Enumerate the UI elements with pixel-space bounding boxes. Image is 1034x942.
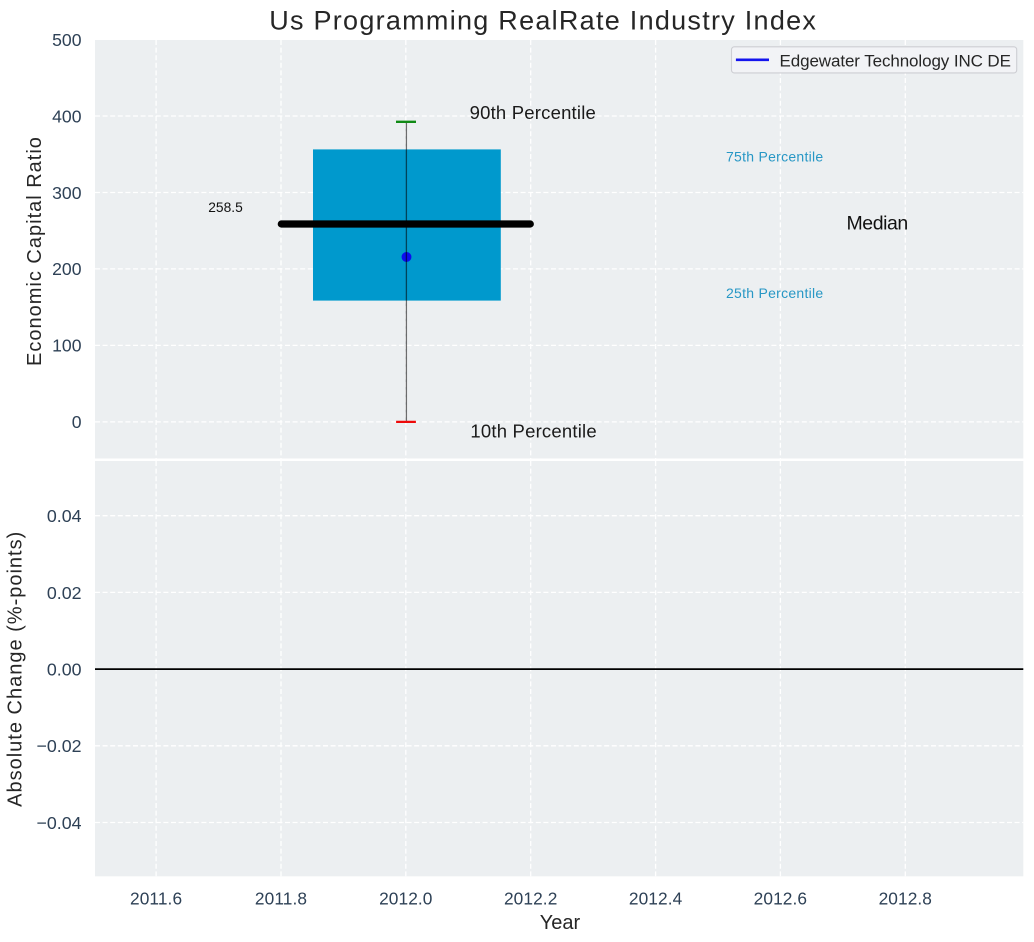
svg-text:0.00: 0.00: [47, 660, 82, 680]
svg-text:0: 0: [72, 412, 82, 432]
svg-text:300: 300: [52, 183, 82, 203]
svg-text:2012.6: 2012.6: [754, 889, 807, 909]
svg-text:2011.8: 2011.8: [255, 889, 307, 909]
svg-text:−0.04: −0.04: [37, 813, 82, 833]
svg-text:200: 200: [52, 259, 82, 279]
svg-text:90th Percentile: 90th Percentile: [470, 102, 596, 123]
svg-text:258.5: 258.5: [208, 200, 243, 215]
svg-text:25th Percentile: 25th Percentile: [726, 285, 823, 301]
svg-text:Edgewater Technology INC DE: Edgewater Technology INC DE: [780, 51, 1011, 70]
svg-text:0.04: 0.04: [47, 506, 82, 526]
svg-text:Us Programming RealRate Indust: Us Programming RealRate Industry Index: [269, 6, 817, 36]
svg-text:500: 500: [52, 30, 82, 50]
svg-text:100: 100: [52, 336, 82, 356]
svg-text:2012.0: 2012.0: [379, 889, 432, 909]
svg-text:75th Percentile: 75th Percentile: [726, 149, 823, 165]
svg-text:Economic Capital Ratio: Economic Capital Ratio: [24, 136, 46, 366]
svg-text:Absolute Change (%-points): Absolute Change (%-points): [5, 531, 27, 807]
svg-text:2011.6: 2011.6: [130, 889, 182, 909]
svg-text:Year: Year: [540, 912, 581, 934]
svg-text:10th Percentile: 10th Percentile: [470, 420, 596, 441]
svg-text:2012.8: 2012.8: [879, 889, 932, 909]
svg-text:0.02: 0.02: [47, 583, 82, 603]
svg-text:Median: Median: [847, 213, 908, 235]
svg-text:400: 400: [52, 106, 82, 126]
svg-text:−0.02: −0.02: [37, 736, 82, 756]
svg-text:2012.2: 2012.2: [504, 889, 557, 909]
svg-text:2012.4: 2012.4: [629, 889, 683, 909]
